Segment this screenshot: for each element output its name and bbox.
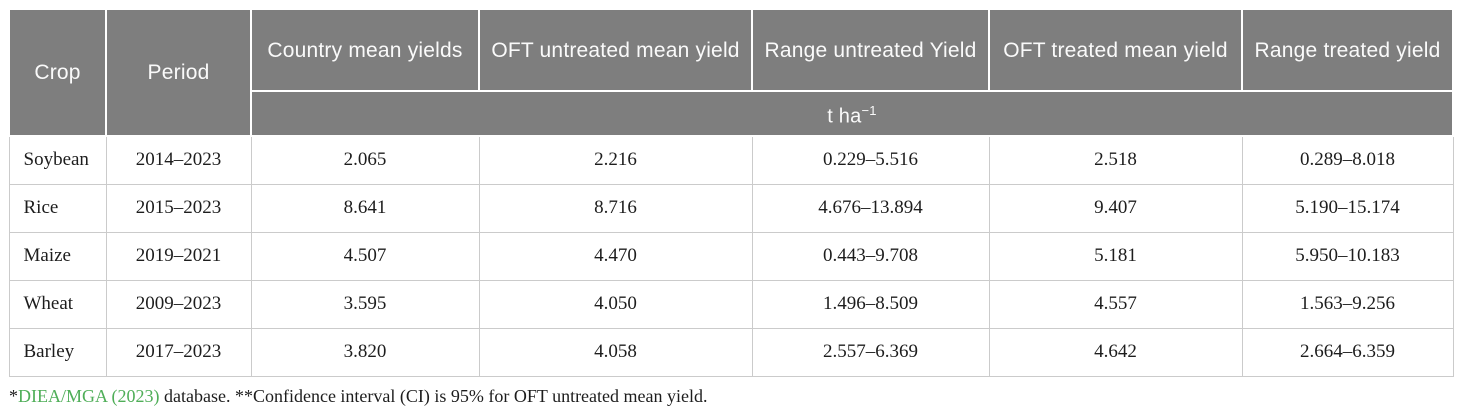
cell-country-mean: 3.595 <box>250 279 480 329</box>
cell-range-untreated: 4.676–13.894 <box>751 183 990 233</box>
cell-crop: Barley <box>8 327 107 377</box>
crop-yields-table: Crop Period Country mean yields OFT untr… <box>8 8 1454 377</box>
header-row-unit: t ha−1 <box>9 90 1454 137</box>
table-row: Soybean 2014–2023 2.065 2.216 0.229–5.51… <box>8 135 1454 185</box>
cell-oft-treated: 2.518 <box>988 135 1243 185</box>
footnote-source-link[interactable]: DIEA/MGA (2023) <box>18 385 160 406</box>
cell-range-treated: 1.563–9.256 <box>1241 279 1454 329</box>
unit-header: t ha−1 <box>250 90 1454 137</box>
table-body: Soybean 2014–2023 2.065 2.216 0.229–5.51… <box>8 135 1454 377</box>
cell-range-untreated: 2.557–6.369 <box>751 327 990 377</box>
cell-period: 2009–2023 <box>105 279 252 329</box>
col-header-oft-treated: OFT treated mean yield <box>988 8 1243 92</box>
cell-country-mean: 8.641 <box>250 183 480 233</box>
cell-period: 2017–2023 <box>105 327 252 377</box>
cell-period: 2014–2023 <box>105 135 252 185</box>
header-row-main: Crop Period Country mean yields OFT untr… <box>8 8 1454 137</box>
cell-crop: Maize <box>8 231 107 281</box>
cell-range-treated: 0.289–8.018 <box>1241 135 1454 185</box>
cell-range-treated: 5.190–15.174 <box>1241 183 1454 233</box>
cell-period: 2019–2021 <box>105 231 252 281</box>
table-row: Barley 2017–2023 3.820 4.058 2.557–6.369… <box>8 327 1454 377</box>
table-row: Wheat 2009–2023 3.595 4.050 1.496–8.509 … <box>8 279 1454 329</box>
cell-range-untreated: 0.443–9.708 <box>751 231 990 281</box>
cell-crop: Rice <box>8 183 107 233</box>
col-header-range-treated: Range treated yield <box>1241 8 1454 92</box>
table-row: Maize 2019–2021 4.507 4.470 0.443–9.708 … <box>8 231 1454 281</box>
cell-oft-treated: 9.407 <box>988 183 1243 233</box>
col-header-period: Period <box>105 8 252 137</box>
cell-oft-untreated: 4.050 <box>478 279 753 329</box>
cell-range-untreated: 0.229–5.516 <box>751 135 990 185</box>
col-header-oft-untreated: OFT untreated mean yield <box>478 8 753 92</box>
cell-range-treated: 5.950–10.183 <box>1241 231 1454 281</box>
cell-country-mean: 4.507 <box>250 231 480 281</box>
cell-country-mean: 2.065 <box>250 135 480 185</box>
cell-country-mean: 3.820 <box>250 327 480 377</box>
footnote-asterisk: * <box>9 385 18 406</box>
cell-oft-untreated: 4.470 <box>478 231 753 281</box>
cell-crop: Wheat <box>8 279 107 329</box>
cell-crop: Soybean <box>8 135 107 185</box>
cell-oft-treated: 4.642 <box>988 327 1243 377</box>
table-row: Rice 2015–2023 8.641 8.716 4.676–13.894 … <box>8 183 1454 233</box>
page: Crop Period Country mean yields OFT untr… <box>8 8 1454 407</box>
table-header: Crop Period Country mean yields OFT untr… <box>8 8 1454 137</box>
cell-oft-treated: 4.557 <box>988 279 1243 329</box>
footnote-text: database. **Confidence interval (CI) is … <box>159 385 708 406</box>
cell-oft-untreated: 4.058 <box>478 327 753 377</box>
cell-range-treated: 2.664–6.359 <box>1241 327 1454 377</box>
cell-range-untreated: 1.496–8.509 <box>751 279 990 329</box>
cell-period: 2015–2023 <box>105 183 252 233</box>
cell-oft-untreated: 8.716 <box>478 183 753 233</box>
col-header-crop: Crop <box>8 8 107 137</box>
cell-oft-treated: 5.181 <box>988 231 1243 281</box>
cell-oft-untreated: 2.216 <box>478 135 753 185</box>
col-header-range-untreated: Range untreated Yield <box>751 8 990 92</box>
unit-base: t ha <box>827 105 862 128</box>
unit-exponent: −1 <box>861 102 877 118</box>
col-header-country-mean: Country mean yields <box>250 8 480 92</box>
table-footnote: *DIEA/MGA (2023) database. **Confidence … <box>8 386 1452 407</box>
